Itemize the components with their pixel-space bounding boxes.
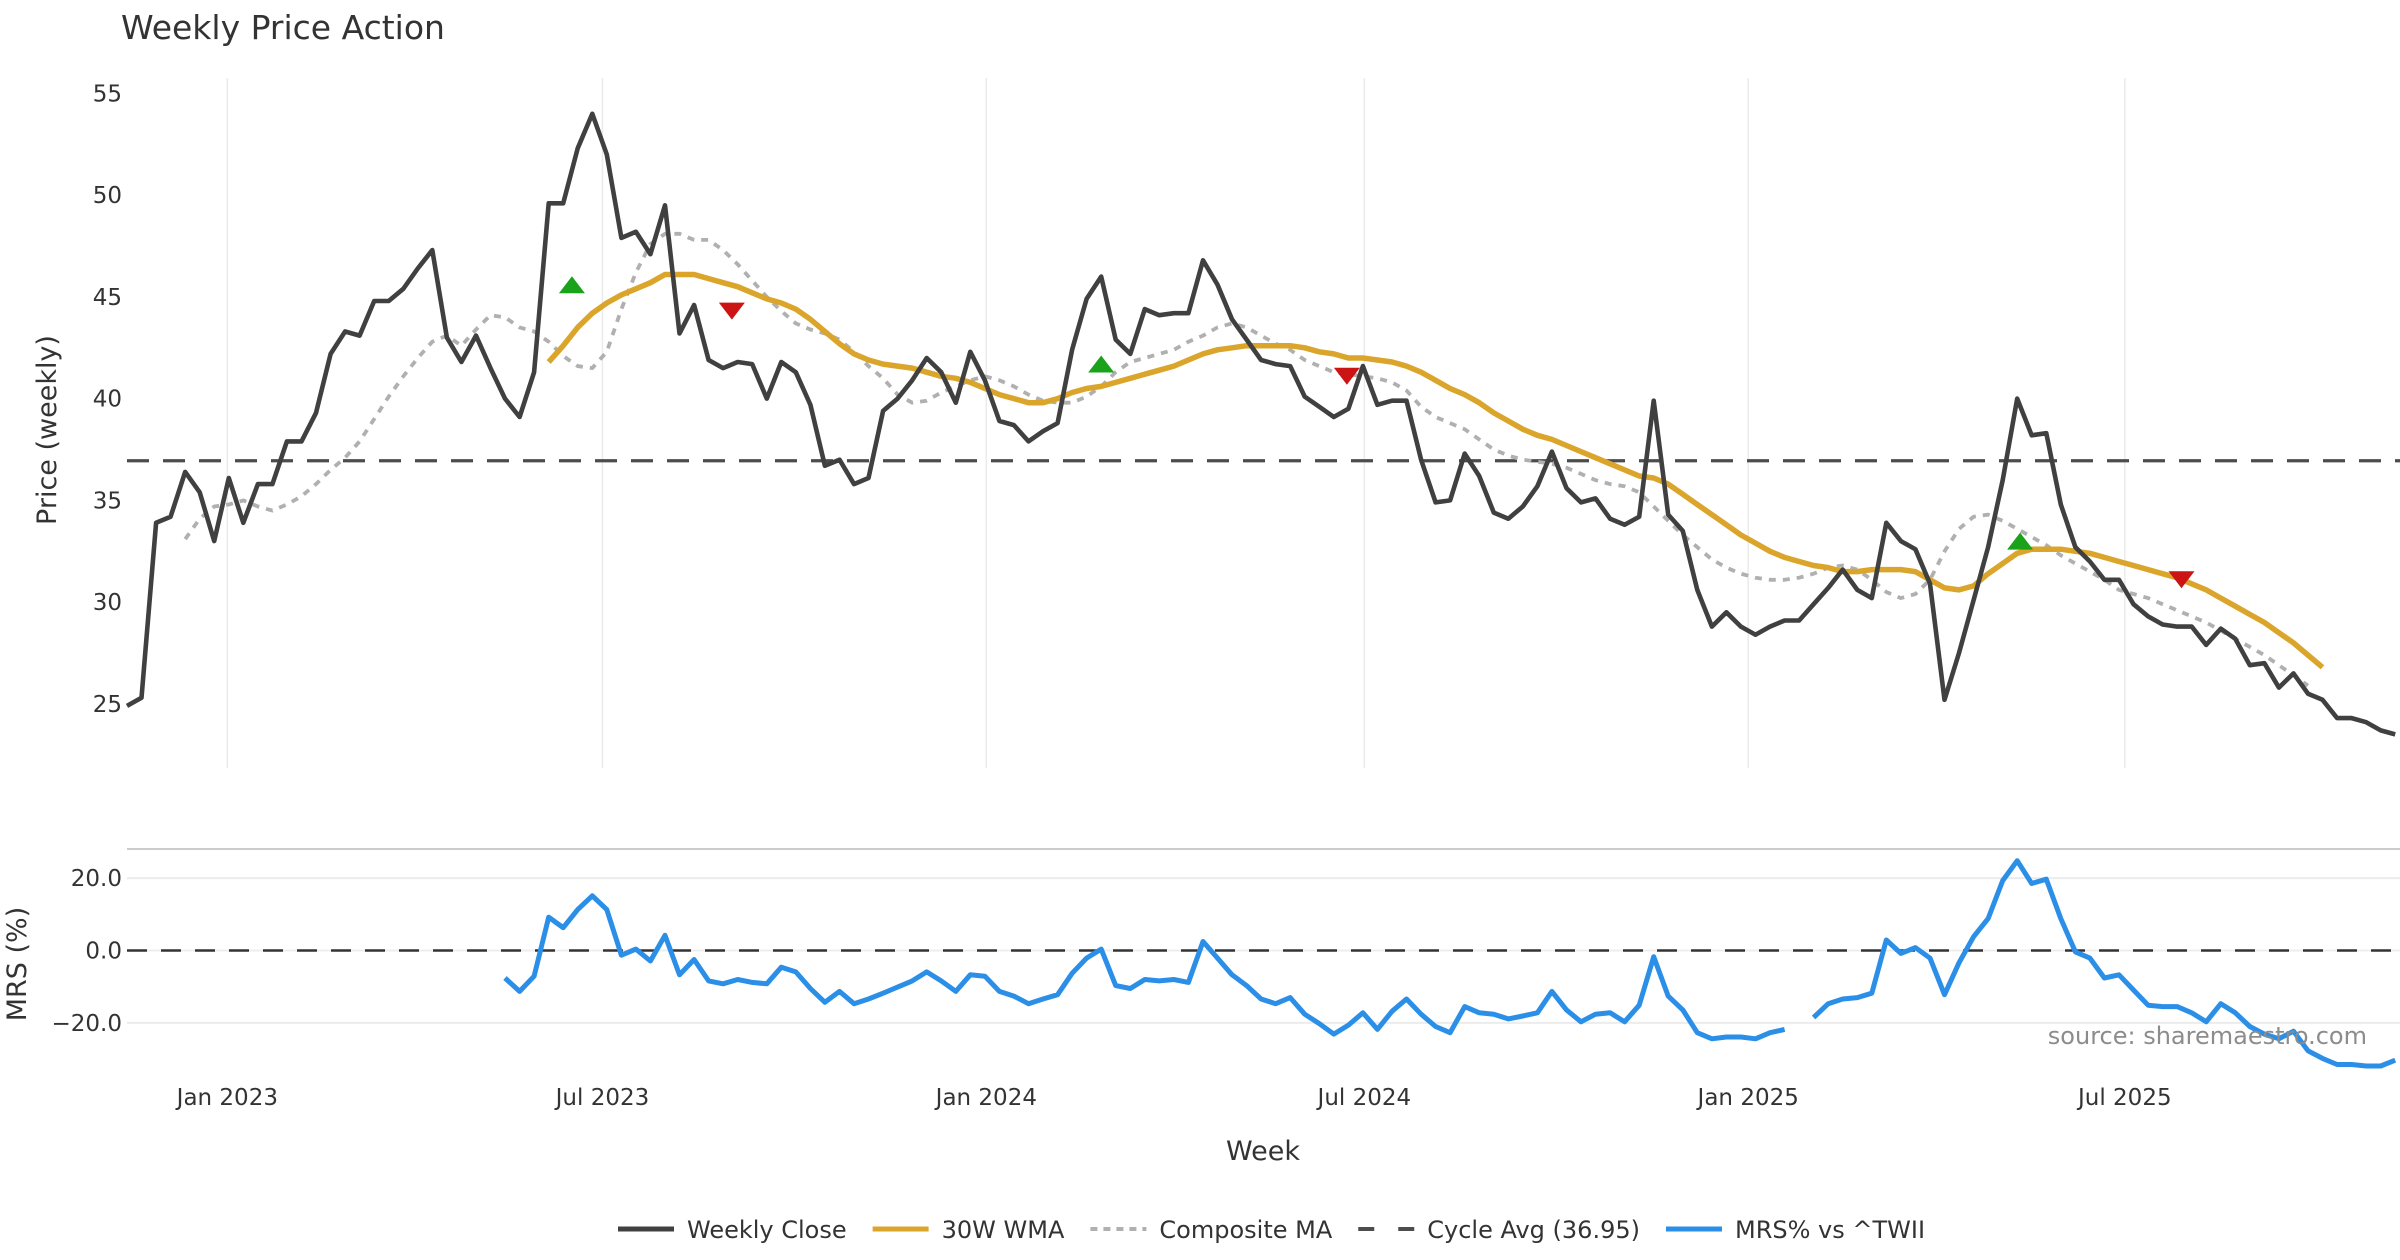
mrs-series bbox=[127, 858, 2400, 1069]
buy-signal-marker bbox=[1088, 355, 1115, 373]
price-y-axis-label: Price (weekly) bbox=[32, 335, 63, 525]
legend-label: MRS% vs ^TWII bbox=[1735, 1216, 1925, 1244]
legend-item: MRS% vs ^TWII bbox=[1665, 1216, 1925, 1244]
x-tick-label: Jul 2025 bbox=[2076, 1085, 2172, 1111]
legend: Weekly Close 30W WMA Composite MA Cycle Avg… bbox=[618, 1216, 1925, 1244]
legend-item: Weekly Close bbox=[618, 1216, 847, 1244]
mrs-line bbox=[1811, 858, 2397, 1069]
price-y-tick-label: 55 bbox=[93, 81, 122, 107]
mrs-y-axis-label: MRS (%) bbox=[2, 907, 33, 1022]
x-tick-label: Jan 2023 bbox=[175, 1085, 278, 1111]
legend-item: Composite MA bbox=[1090, 1216, 1333, 1244]
signal-markers bbox=[558, 276, 2195, 589]
price-y-ticks: 25 30 35 40 45 50 55 bbox=[93, 81, 122, 718]
x-axis-label: Week bbox=[1226, 1136, 1300, 1167]
legend-label: 30W WMA bbox=[942, 1216, 1065, 1244]
x-tick-label: Jul 2024 bbox=[1316, 1085, 1412, 1111]
weekly-close-line bbox=[125, 111, 2396, 737]
mrs-panel: −20.0 0.0 20.0 MRS (%) bbox=[2, 858, 2400, 1069]
mrs-y-tick-label: 20.0 bbox=[71, 866, 122, 892]
legend-label: Cycle Avg (36.95) bbox=[1427, 1216, 1640, 1244]
mrs-line bbox=[503, 893, 1786, 1042]
price-y-tick-label: 45 bbox=[93, 285, 122, 311]
mrs-y-ticks: −20.0 0.0 20.0 bbox=[52, 866, 122, 1037]
price-series bbox=[125, 111, 2400, 737]
price-y-tick-label: 35 bbox=[93, 488, 122, 514]
price-y-tick-label: 25 bbox=[93, 692, 122, 718]
composite-ma-line bbox=[183, 231, 2310, 688]
sell-signal-marker bbox=[2168, 571, 2195, 589]
x-tick-label: Jan 2024 bbox=[934, 1085, 1037, 1111]
chart-title: Weekly Price Action bbox=[121, 8, 445, 47]
legend-item: Cycle Avg (36.95) bbox=[1358, 1216, 1640, 1244]
legend-label: Composite MA bbox=[1159, 1216, 1332, 1244]
sell-signal-marker bbox=[718, 302, 745, 320]
mrs-y-tick-label: 0.0 bbox=[85, 939, 122, 965]
30w-wma-line bbox=[546, 271, 2325, 670]
price-y-tick-label: 30 bbox=[93, 590, 122, 616]
x-axis-ticks: Jan 2023 Jul 2023 Jan 2024 Jul 2024 Jan 2025… bbox=[175, 1085, 2172, 1111]
price-gridlines bbox=[226, 78, 2126, 768]
legend-label: Weekly Close bbox=[687, 1216, 847, 1244]
price-y-tick-label: 50 bbox=[93, 183, 122, 209]
x-tick-label: Jan 2025 bbox=[1696, 1085, 1799, 1111]
legend-item: 30W WMA bbox=[872, 1216, 1065, 1244]
source-note: source: sharemaestro.com bbox=[2048, 1022, 2367, 1050]
buy-signal-marker bbox=[558, 276, 585, 294]
x-tick-label: Jul 2023 bbox=[554, 1085, 650, 1111]
sell-signal-marker bbox=[1333, 367, 1360, 385]
price-panel: 25 30 35 40 45 50 55 Price (weekly) bbox=[32, 78, 2400, 768]
buy-signal-marker bbox=[2007, 532, 2034, 550]
price-y-tick-label: 40 bbox=[93, 387, 122, 413]
mrs-y-tick-label: −20.0 bbox=[52, 1011, 122, 1037]
